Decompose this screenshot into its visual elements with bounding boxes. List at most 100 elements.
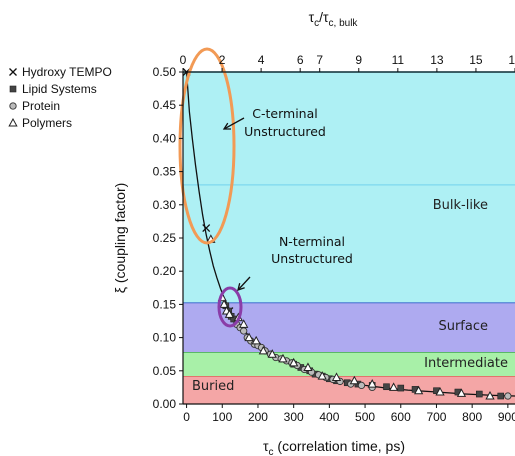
x-tick-label: 700	[426, 410, 446, 424]
point-polymers	[289, 357, 299, 367]
data-points	[182, 68, 512, 400]
legend-label-hydroxy-tempo: Hydroxy TEMPO	[22, 65, 112, 79]
fit-curve	[185, 71, 515, 397]
x-tick-label: 300	[284, 410, 304, 424]
x-tick-label: 800	[462, 410, 482, 424]
point-polymers	[388, 382, 399, 391]
top-axis-title: τc/τc, bulk	[309, 9, 359, 29]
legend-marker-hydroxy-tempo-stroke-b	[9, 68, 17, 76]
point-polymers	[267, 349, 277, 358]
annotation-arrow-c-terminal	[222, 117, 245, 130]
annotation-n-terminal-line2: Unstructured	[271, 251, 353, 266]
top-tick-label: 11	[392, 53, 405, 67]
x-axis-title-text: (correlation time, ps)	[274, 438, 405, 454]
x-tick-label: 100	[212, 410, 232, 424]
point-protein	[357, 381, 366, 390]
legend: Hydroxy TEMPO Lipid Systems Protein Polymer…	[8, 65, 112, 130]
region-band-bulk-like	[183, 72, 515, 303]
y-tick-label: 0.15	[153, 297, 177, 311]
point-polymers	[349, 375, 359, 385]
region-label-buried: Buried	[192, 379, 234, 394]
x-tick-label: 0	[183, 410, 190, 424]
point-polymers	[456, 388, 467, 397]
top-tick-label: 17	[508, 53, 515, 67]
axes: 0 100 200 300 400 500 600 700 800 900 0.00 0.05 0.10…	[112, 9, 515, 456]
y-tick-label: 0.20	[153, 264, 177, 278]
point-polymers	[317, 371, 327, 380]
top-tick-label: 13	[430, 53, 444, 67]
point-lipid-systems	[397, 384, 405, 392]
point-polymers	[367, 379, 377, 388]
annotation-arrow-c-terminal-head	[222, 122, 232, 130]
y-tick-label: 0.40	[153, 131, 177, 145]
annotation-n-terminal-line1: N-terminal	[279, 234, 345, 249]
top-tick-label: 2	[219, 53, 226, 67]
top-axis-title-subscript-1: c	[314, 18, 319, 29]
top-tick-label: 4	[258, 53, 265, 67]
n-terminal-highlight-ellipse	[217, 286, 243, 328]
annotation-arrow-c-terminal-shaft	[223, 117, 245, 130]
y-tick-label: 0.25	[153, 231, 177, 245]
point-lipid-systems	[476, 390, 483, 398]
top-tick-label: 15	[469, 53, 483, 67]
annotation-arrow-n-terminal	[237, 276, 251, 291]
point-polymers	[224, 309, 235, 318]
point-protein	[504, 392, 512, 400]
top-tick-label: 7	[316, 53, 323, 67]
point-polymers	[331, 372, 342, 381]
point-polymers	[278, 353, 288, 363]
y-tick-label: 0.10	[153, 331, 177, 345]
annotation-c-terminal-line1: C-terminal	[252, 106, 317, 121]
legend-label-lipid-systems: Lipid Systems	[22, 82, 97, 96]
x-tick-label: 400	[319, 410, 339, 424]
annotation-arrow-n-terminal-head	[237, 283, 245, 291]
x-axis-title-subscript: c	[269, 447, 274, 456]
region-band-intermediate	[183, 352, 515, 377]
top-tick-label: 0	[180, 53, 187, 67]
point-hydroxy-tempo-stroke-b	[202, 224, 211, 232]
point-lipid-systems	[383, 383, 390, 391]
y-tick-label: 0.00	[153, 397, 177, 411]
x-tick-label: 900	[498, 410, 515, 424]
point-protein	[240, 327, 248, 335]
c-terminal-highlight-ellipse	[178, 47, 236, 245]
legend-marker-lipid-systems	[9, 85, 17, 93]
point-polymers	[251, 335, 261, 345]
region-label-surface: Surface	[438, 319, 488, 334]
x-axis-title-symbol: τ	[263, 438, 269, 454]
point-polymers	[303, 362, 313, 371]
y-tick-label: 0.50	[153, 65, 177, 79]
x-tick-label: 200	[248, 410, 268, 424]
legend-label-polymers: Polymers	[22, 116, 72, 130]
region-label-bulk-like: Bulk-like	[433, 198, 488, 213]
point-polymers	[485, 390, 495, 400]
x-axis-title: τc (correlation time, ps)	[263, 438, 405, 456]
point-lipid-systems	[497, 392, 505, 400]
top-axis-title-subscript-2: c, bulk	[329, 18, 359, 29]
top-tick-label: 6	[297, 53, 304, 67]
annotation-arrow-n-terminal-shaft	[237, 276, 251, 291]
y-axis-title: ξ (coupling factor)	[112, 183, 128, 294]
top-axis-title-symbol: τ	[309, 9, 315, 25]
x-tick-label: 500	[355, 410, 375, 424]
annotation-c-terminal-line2: Unstructured	[244, 124, 326, 139]
legend-marker-hydroxy-tempo	[9, 68, 17, 76]
point-polymers	[219, 299, 229, 308]
y-tick-label: 0.30	[153, 198, 177, 212]
region-label-intermediate: Intermediate	[424, 356, 508, 371]
fit-curve-group	[185, 71, 515, 397]
top-tick-label: 9	[355, 53, 362, 67]
x-tick-label: 600	[391, 410, 411, 424]
y-tick-label: 0.45	[153, 98, 177, 112]
legend-marker-polymers	[8, 117, 18, 127]
point-polymers	[239, 319, 249, 328]
point-polymers	[244, 332, 254, 342]
y-tick-label: 0.35	[153, 165, 177, 179]
region-bands: Buried Intermediate Surface Bulk-like	[183, 71, 515, 404]
point-hydroxy-tempo	[202, 224, 211, 232]
y-tick-label: 0.05	[153, 364, 177, 378]
legend-marker-protein	[9, 102, 17, 110]
top-axis-title-slash: /τ	[319, 9, 329, 25]
point-polymers	[413, 385, 424, 395]
